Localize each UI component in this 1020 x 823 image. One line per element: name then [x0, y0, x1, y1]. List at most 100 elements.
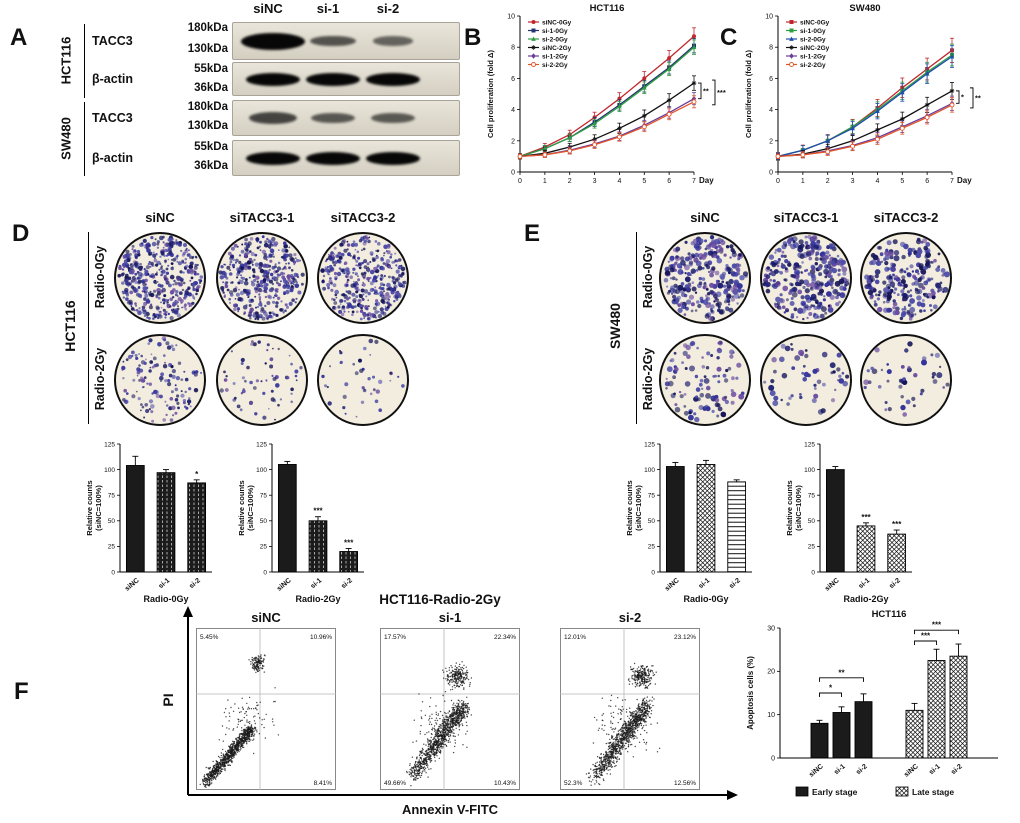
svg-text:3: 3 [593, 178, 597, 185]
protein-band [366, 151, 420, 165]
panel-label-b: B [464, 24, 482, 51]
bar-chart-sw480-2gy: 0 25 50 75 100 125 Relative counts (siNC=100%) s… [785, 441, 912, 604]
svg-text:100: 100 [256, 467, 267, 474]
panel-label-c: C [720, 24, 738, 51]
cell-line-label-hct116: HCT116 [62, 300, 78, 352]
mw-marker: 130kDa [187, 120, 228, 132]
blot-sw480-tacc3 [232, 100, 460, 136]
colony-plate [317, 334, 409, 426]
svg-text:2: 2 [826, 178, 830, 185]
bar-chart-sw480-0gy: 0 25 50 75 100 125 Relative counts (siNC=100%) s… [625, 441, 752, 604]
flow-cytometry-plot-si1: 17.57% 22.34%49.66% 10.43% [380, 628, 520, 790]
colony-group-divider [88, 232, 89, 424]
chart-sw480-proliferation: 0 2 4 6 8 10 0 1 2 3 4 5 6 7 Day SW480 Cell proliferatio… [744, 3, 981, 185]
svg-text:50: 50 [808, 518, 816, 525]
colony-group-divider [636, 232, 637, 424]
colony-plate [760, 334, 852, 426]
svg-text:Radio-0Gy: Radio-0Gy [683, 594, 728, 604]
colony-header-sitacc3-2: siTACC3-2 [330, 210, 396, 225]
blot-hct116-bactin [232, 62, 460, 96]
mw-marker: 180kDa [187, 101, 228, 113]
colony-header-sitacc3-1: siTACC3-1 [773, 210, 839, 225]
svg-text:100: 100 [644, 467, 655, 474]
svg-text:Day: Day [699, 176, 714, 185]
svg-text:7: 7 [950, 178, 954, 185]
svg-text:50: 50 [648, 518, 656, 525]
legend-item: si-2-0Gy [800, 37, 826, 44]
svg-text:5.45%: 5.45% [200, 634, 219, 641]
svg-text:0: 0 [811, 569, 815, 576]
svg-text:si-1: si-1 [158, 577, 172, 590]
svg-text:4: 4 [875, 178, 879, 185]
svg-text:1: 1 [801, 178, 805, 185]
svg-text:75: 75 [808, 493, 816, 500]
mw-marker: 130kDa [187, 43, 228, 55]
flow-y-axis-label-pi: PI [160, 693, 176, 707]
svg-text:(siNC=100%): (siNC=100%) [794, 485, 803, 531]
wb-lane-header-si2: si-2 [376, 1, 400, 16]
protein-label-bactin: β-actin [92, 72, 133, 86]
svg-text:0: 0 [518, 178, 522, 185]
colony-plate [216, 334, 308, 426]
colony-plate [860, 334, 952, 426]
svg-text:10: 10 [507, 14, 515, 21]
legend-item: siNC-0Gy [800, 20, 830, 27]
panel-label-e: E [524, 220, 541, 247]
svg-text:4: 4 [511, 107, 515, 114]
svg-text:4: 4 [769, 107, 773, 114]
svg-text:***: *** [344, 538, 354, 547]
colony-header-sinc: siNC [690, 210, 720, 225]
svg-text:***: *** [861, 513, 871, 522]
protein-label-tacc3: TACC3 [92, 111, 133, 125]
svg-text:si-2: si-2 [188, 577, 202, 590]
svg-text:Relative counts: Relative counts [85, 480, 94, 535]
svg-text:Relative counts: Relative counts [625, 480, 634, 535]
wb-lane-header-si1: si-1 [316, 1, 340, 16]
colony-header-sitacc3-2: siTACC3-2 [873, 210, 939, 225]
colony-plate [760, 232, 852, 324]
panel-label-a: A [10, 24, 28, 51]
bar-chart-hct116-2gy: 0 25 50 75 100 125 Relative counts (siNC=100%) s… [237, 441, 364, 604]
svg-text:100: 100 [104, 467, 115, 474]
svg-text:50: 50 [260, 518, 268, 525]
svg-text:7: 7 [692, 178, 696, 185]
colony-plate [114, 334, 206, 426]
row-label-radio-0gy: Radio-0Gy [93, 245, 107, 309]
chart-hct116-proliferation: 0 2 4 6 8 10 0 1 2 3 4 5 6 7 Day HCT116 Cell proliferati… [486, 3, 726, 185]
svg-text:Relative counts: Relative counts [785, 480, 794, 535]
svg-text:2: 2 [511, 138, 515, 145]
flow-title: HCT116-Radio-2Gy [379, 592, 501, 607]
legend-item: si-1-2Gy [542, 54, 568, 61]
svg-text:6: 6 [667, 178, 671, 185]
protein-band [306, 72, 360, 86]
svg-text:si-1: si-1 [698, 577, 712, 590]
svg-text:8: 8 [511, 45, 515, 52]
svg-text:Radio-2Gy: Radio-2Gy [843, 594, 888, 604]
svg-text:**: ** [703, 86, 709, 95]
svg-text:si-2: si-2 [888, 577, 902, 590]
svg-text:***: *** [892, 520, 902, 529]
svg-text:Radio-2Gy: Radio-2Gy [295, 594, 340, 604]
bar-chart-hct116-0gy: 0 25 50 75 100 125 Relative counts (siNC=100%) s… [85, 441, 212, 604]
svg-text:(siNC=100%): (siNC=100%) [94, 485, 103, 531]
colony-header-sitacc3-1: siTACC3-1 [229, 210, 295, 225]
colony-plate [114, 232, 206, 324]
flow-axis-arrows [183, 606, 738, 800]
svg-text:100: 100 [804, 467, 815, 474]
colony-plate [860, 232, 952, 324]
svg-text:75: 75 [260, 493, 268, 500]
svg-text:(siNC=100%): (siNC=100%) [246, 485, 255, 531]
legend-item: si-1-2Gy [800, 54, 826, 61]
svg-text:75: 75 [108, 493, 116, 500]
svg-text:siNC: siNC [824, 577, 841, 593]
svg-text:Day: Day [957, 176, 972, 185]
panel-label-f: F [14, 678, 29, 705]
legend-item: siNC-0Gy [542, 20, 572, 27]
legend-item: si-1-0Gy [800, 28, 826, 35]
legend-item: siNC-2Gy [542, 45, 572, 52]
legend-item: Early stage [812, 787, 858, 797]
flow-x-axis-label-annexin: Annexin V-FITC [401, 802, 499, 817]
svg-text:Relative counts: Relative counts [237, 480, 246, 535]
